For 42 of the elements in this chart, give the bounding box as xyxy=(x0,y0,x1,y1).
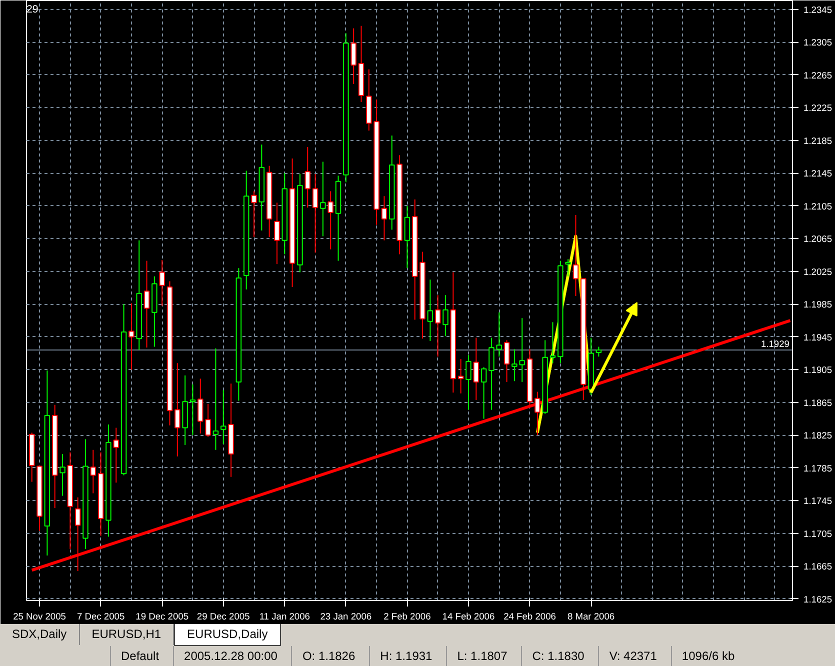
y-tick-label: 1.2025 xyxy=(804,266,832,277)
y-tick-label: 1.1625 xyxy=(804,594,832,604)
y-tick-label: 1.2145 xyxy=(804,168,832,179)
y-tick-label: 1.2105 xyxy=(804,201,832,212)
text: H: 1.1931 xyxy=(369,646,442,666)
text: EURUSD,Daily xyxy=(174,624,281,646)
y-tick-label: 1.2305 xyxy=(804,38,832,48)
x-tick-label: 11 Jan 2006 xyxy=(259,612,310,622)
y-tick-label: 1.2225 xyxy=(804,103,832,114)
text: L: 1.1807 xyxy=(446,646,518,666)
text: O: 1.1826 xyxy=(291,646,366,666)
text: SDX,Daily xyxy=(0,624,80,646)
x-tick-label: 14 Feb 2006 xyxy=(442,612,495,622)
text: 1096/6 kb xyxy=(670,646,745,666)
text: V: 42371 xyxy=(598,646,667,666)
y-tick-label: 1.1905 xyxy=(804,365,832,376)
x-tick-label: 25 Nov 2005 xyxy=(13,612,66,622)
y-tick-label: 1.1745 xyxy=(804,496,832,506)
text: Default xyxy=(110,646,170,666)
x-tick-label: 29 Dec 2005 xyxy=(196,612,250,622)
y-tick-label: 1.1825 xyxy=(804,430,832,441)
y-tick-label: 1.1785 xyxy=(804,463,832,474)
text: EURUSD,H1 xyxy=(80,624,174,646)
y-tick-label: 1.1985 xyxy=(804,300,832,310)
x-tick-label: 23 Jan 2006 xyxy=(320,612,372,622)
x-tick-label: 19 Dec 2005 xyxy=(136,612,189,622)
y-tick-label: 1.1865 xyxy=(804,398,832,408)
x-tick-label: 7 Dec 2005 xyxy=(76,612,125,622)
y-tick-label: 1.2265 xyxy=(804,70,832,80)
x-tick-label: 8 Mar 2006 xyxy=(567,612,615,622)
ref-line-label: 1.1929 xyxy=(760,339,790,350)
chart-title: 29 xyxy=(26,4,38,16)
y-tick-label: 1.1705 xyxy=(804,528,832,539)
x-tick-label: 24 Feb 2006 xyxy=(504,612,556,622)
x-tick-label: 2 Feb 2006 xyxy=(384,612,431,622)
y-tick-label: 1.1665 xyxy=(804,562,832,572)
y-tick-label: 1.2185 xyxy=(804,136,832,146)
y-tick-label: 1.1945 xyxy=(804,332,832,342)
y-tick-label: 1.2065 xyxy=(804,234,832,244)
text: C: 1.1830 xyxy=(521,646,594,666)
text: 2005.12.28 00:00 xyxy=(173,646,288,666)
y-tick-label: 1.2345 xyxy=(804,5,832,16)
